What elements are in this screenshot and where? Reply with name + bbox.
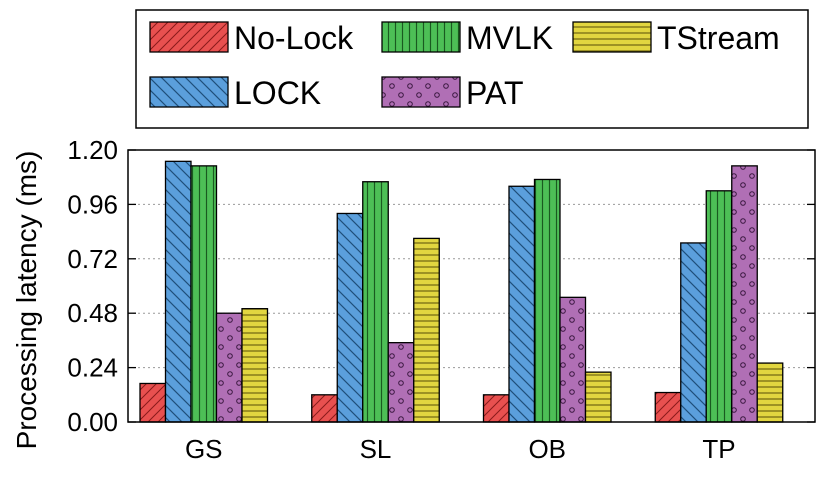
legend-box	[135, 9, 809, 129]
legend-item-mvlk: MVLK	[381, 20, 553, 56]
legend-item-lock: LOCK	[149, 75, 321, 111]
legend-item-tstream: TStream	[572, 20, 780, 56]
bar-tstream-ob	[584, 371, 612, 423]
legend-label: MVLK	[466, 20, 553, 56]
legend: No-Lock MVLK TStream LOCK PAT	[135, 9, 809, 129]
bar-no-lock-sl	[311, 394, 338, 423]
bar-no-lock-tp	[654, 391, 682, 423]
bar-tstream-tp	[756, 362, 784, 423]
legend-swatch	[149, 21, 229, 53]
legend-label: No-Lock	[234, 20, 354, 56]
legend-swatch	[381, 21, 461, 53]
x-axis-ticks: GS SL OB TP	[185, 434, 736, 464]
y-tick-label: 0.00	[67, 407, 118, 437]
bar-mvlk-gs	[190, 165, 218, 423]
legend-label: LOCK	[234, 75, 321, 111]
y-tick-label: 0.24	[67, 353, 118, 383]
bar-pat-sl	[387, 342, 415, 423]
axes	[127, 149, 816, 423]
legend-item-no-lock: No-Lock	[149, 20, 354, 56]
bar-lock-ob	[508, 185, 536, 423]
y-tick-label: 0.48	[67, 298, 118, 328]
bar-lock-gs	[164, 160, 192, 423]
legend-item-pat: PAT	[381, 75, 523, 111]
x-category-label-tp: TP	[702, 434, 735, 464]
y-tick-label: 0.96	[67, 189, 118, 219]
legend-swatch	[149, 76, 229, 108]
bar-no-lock-gs	[139, 382, 167, 423]
y-axis-ticks: 0.00 0.24 0.48 0.72 0.96 1.20	[67, 135, 815, 437]
plot-frame	[127, 149, 816, 423]
bar-tstream-gs	[241, 308, 269, 423]
bar-pat-ob	[559, 296, 587, 423]
legend-label: TStream	[657, 20, 780, 56]
bar-no-lock-ob	[482, 394, 510, 423]
legend-swatch	[572, 21, 652, 53]
bars	[139, 160, 784, 423]
bar-pat-gs	[215, 312, 243, 423]
x-category-label-sl: SL	[360, 434, 392, 464]
bar-mvlk-ob	[533, 178, 561, 423]
legend-swatch	[381, 76, 461, 108]
bar-lock-tp	[680, 242, 707, 423]
y-tick-label: 1.20	[67, 135, 118, 165]
y-axis-label: Processing latency (ms)	[11, 151, 42, 450]
bar-pat-tp	[731, 165, 758, 423]
bar-tstream-sl	[413, 237, 440, 423]
bar-lock-sl	[336, 212, 364, 423]
bar-mvlk-tp	[705, 190, 733, 423]
bar-mvlk-sl	[362, 181, 389, 423]
y-tick-label: 0.72	[67, 244, 118, 274]
legend-label: PAT	[466, 75, 523, 111]
x-category-label-gs: GS	[185, 434, 223, 464]
x-category-label-ob: OB	[528, 434, 566, 464]
